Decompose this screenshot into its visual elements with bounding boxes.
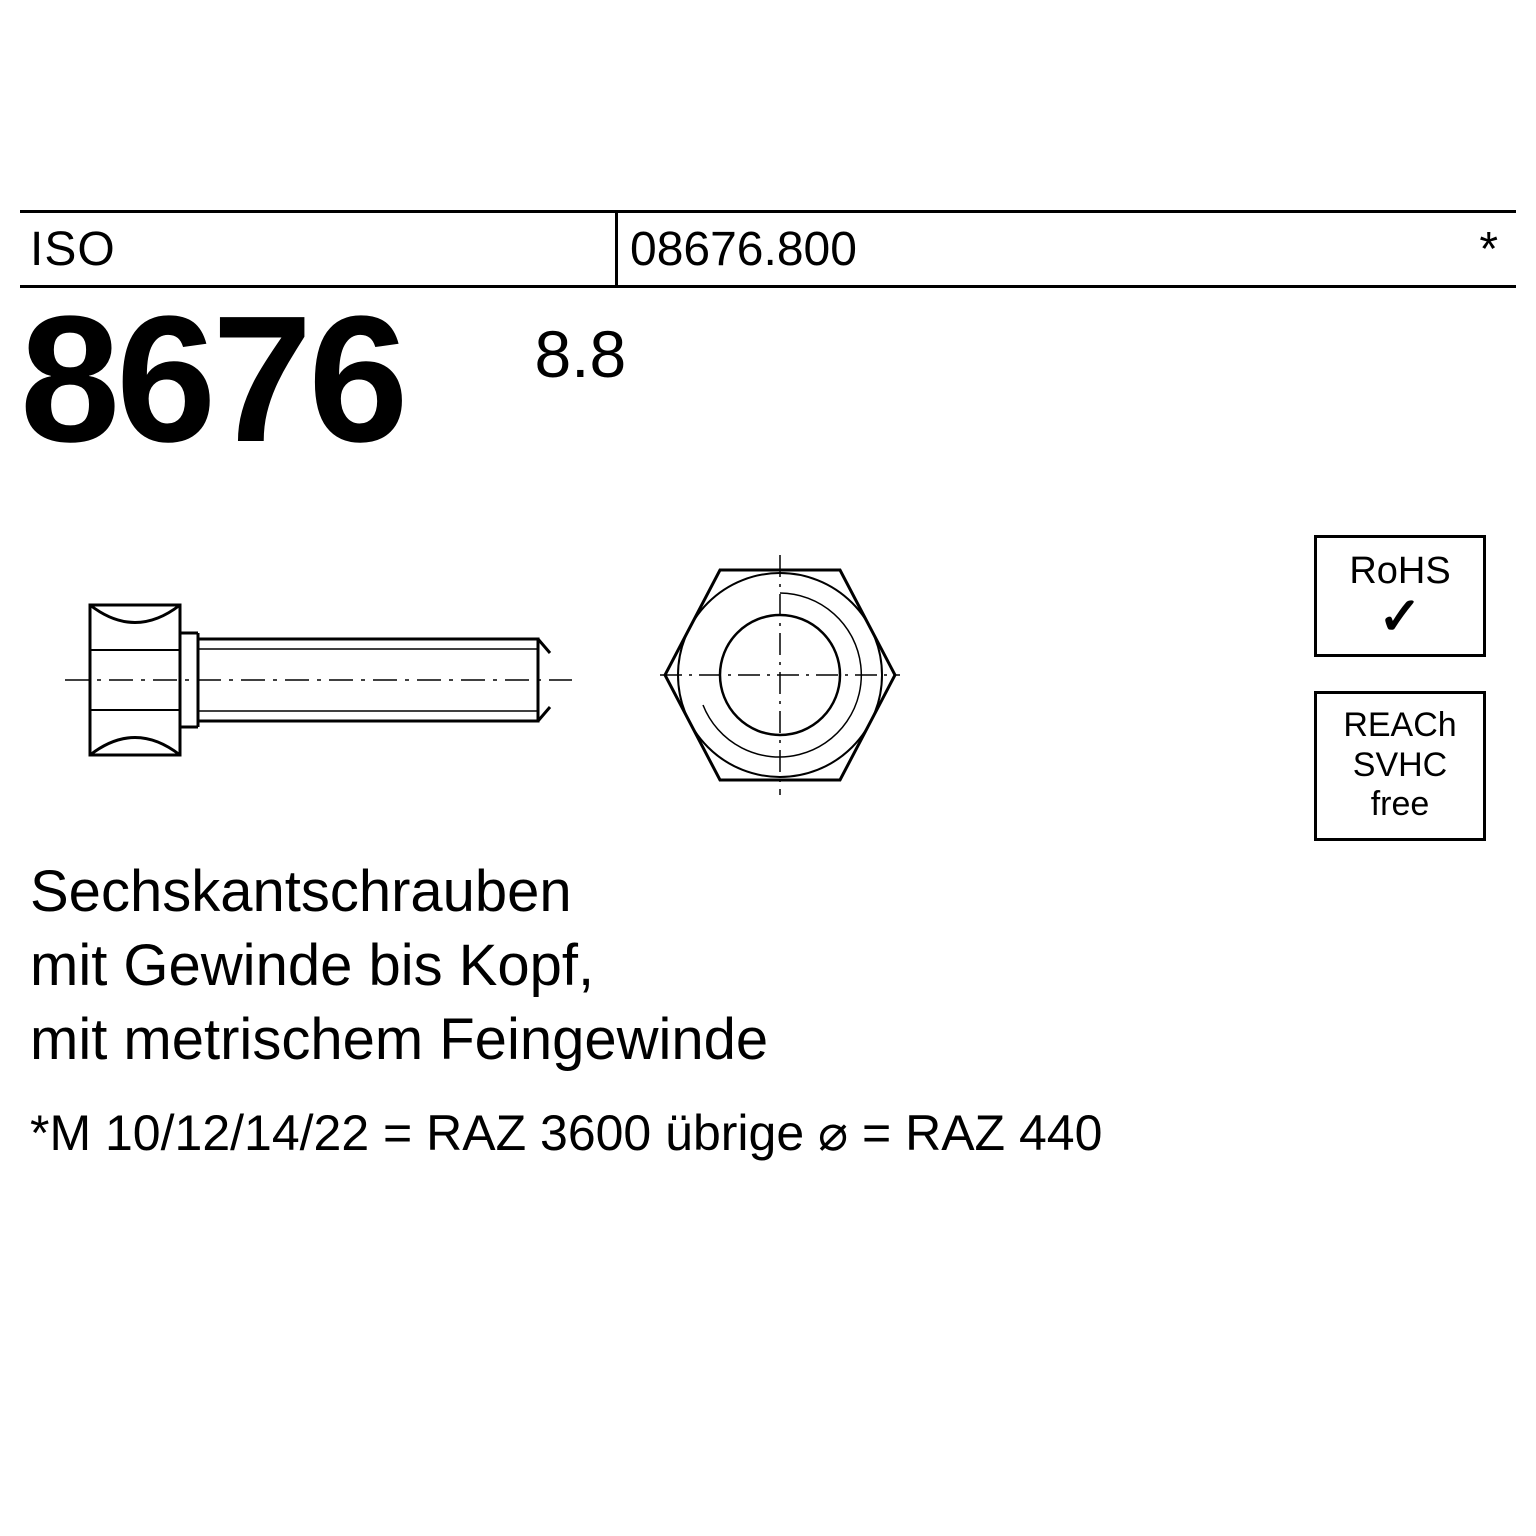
footnote: *M 10/12/14/22 = RAZ 3600 übrige ⌀ = RAZ… (30, 1104, 1536, 1162)
drawing-row: RoHS ✓ REACh SVHC free (20, 545, 1516, 795)
page: ISO 08676.800 * 8676 8.8 (0, 0, 1536, 1536)
reach-badge: REACh SVHC free (1314, 691, 1486, 840)
desc-line-1: Sechskantschrauben (30, 855, 1536, 929)
bolt-hex-front-icon (660, 555, 900, 795)
reach-line2: SVHC (1325, 746, 1475, 785)
desc-line-3: mit metrischem Feingewinde (30, 1003, 1536, 1077)
title-row: 8676 8.8 (20, 288, 1516, 465)
check-icon: ✓ (1325, 594, 1475, 641)
datasheet-content: ISO 08676.800 * 8676 8.8 (0, 210, 1536, 1162)
standard-number: 8676 (20, 288, 404, 465)
header-iso: ISO (20, 222, 615, 277)
rohs-badge: RoHS ✓ (1314, 535, 1486, 657)
description: Sechskantschrauben mit Gewinde bis Kopf,… (30, 855, 1536, 1078)
header-star: * (1479, 222, 1516, 277)
desc-line-2: mit Gewinde bis Kopf, (30, 929, 1536, 1003)
bolt-side-view-icon (60, 575, 580, 795)
reach-line1: REACh (1325, 706, 1475, 745)
header-band: ISO 08676.800 * (20, 210, 1516, 288)
header-code: 08676.800 (618, 222, 1479, 277)
strength-grade: 8.8 (534, 316, 626, 392)
reach-line3: free (1325, 785, 1475, 824)
compliance-badges: RoHS ✓ REACh SVHC free (1314, 535, 1486, 875)
